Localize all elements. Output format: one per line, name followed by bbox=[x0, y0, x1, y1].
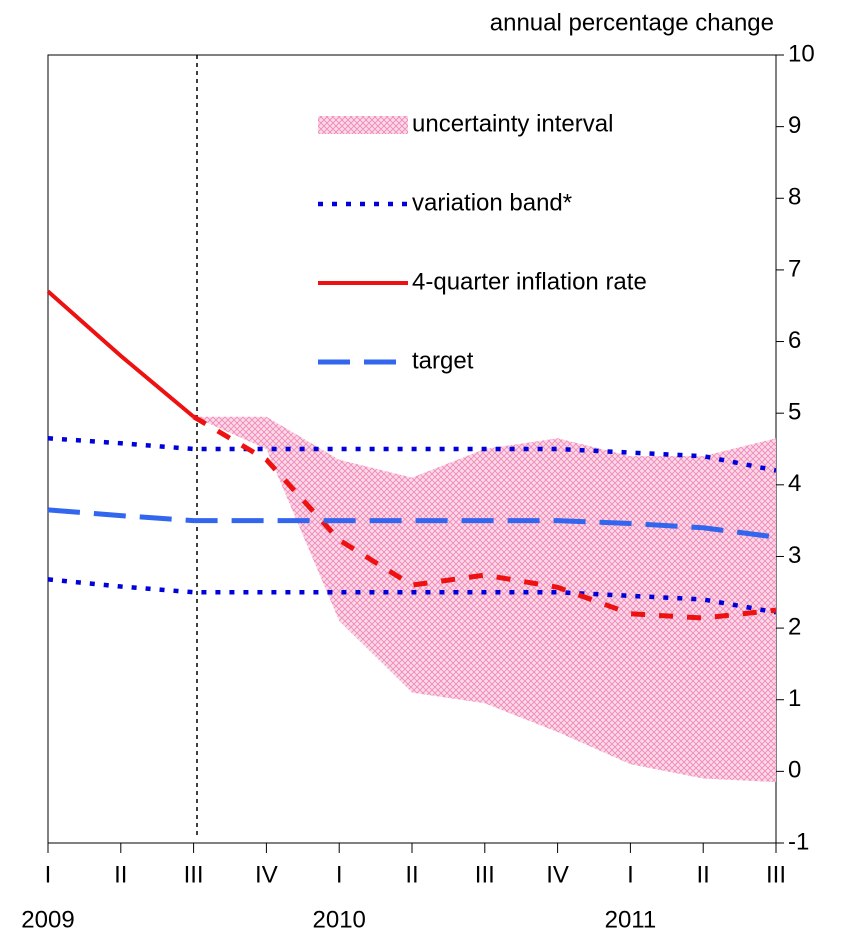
legend-label: variation band* bbox=[412, 189, 572, 216]
y-tick-label: 2 bbox=[788, 613, 801, 640]
y-tick-label: 3 bbox=[788, 542, 801, 569]
axis-label: annual percentage change bbox=[490, 9, 774, 36]
x-tick-label: II bbox=[405, 861, 418, 888]
y-tick-label: 9 bbox=[788, 112, 801, 139]
y-tick-label: 0 bbox=[788, 757, 801, 784]
y-tick-label: -1 bbox=[788, 828, 809, 855]
forecast-line bbox=[192, 414, 777, 621]
legend-label: uncertainty interval bbox=[412, 110, 613, 137]
x-tick-label: I bbox=[336, 861, 343, 888]
legend-label: 4-quarter inflation rate bbox=[412, 268, 647, 295]
y-tick-label: 8 bbox=[788, 184, 801, 211]
x-tick-label: III bbox=[766, 861, 786, 888]
band-line bbox=[47, 577, 777, 615]
x-tick-label: IV bbox=[255, 861, 278, 888]
y-tick-label: 5 bbox=[788, 399, 801, 426]
y-tick-label: 4 bbox=[788, 470, 801, 497]
x-tick-label: II bbox=[697, 861, 710, 888]
x-tick-label: I bbox=[45, 861, 52, 888]
legend-label: target bbox=[412, 347, 474, 374]
y-tick-label: 10 bbox=[788, 40, 815, 67]
x-tick-label: IV bbox=[546, 861, 569, 888]
legend-swatch bbox=[318, 116, 408, 134]
uncertainty-band bbox=[193, 416, 777, 783]
x-tick-label: III bbox=[475, 861, 495, 888]
year-label: 2009 bbox=[21, 906, 74, 933]
series-line bbox=[46, 289, 195, 419]
x-tick-label: III bbox=[184, 861, 204, 888]
year-label: 2010 bbox=[313, 906, 366, 933]
year-label: 2011 bbox=[605, 906, 657, 933]
y-tick-label: 7 bbox=[788, 255, 801, 282]
series-line bbox=[47, 507, 777, 540]
x-tick-label: II bbox=[114, 861, 127, 888]
band-line bbox=[47, 436, 777, 473]
y-tick-label: 6 bbox=[788, 327, 801, 354]
y-tick-label: 1 bbox=[788, 685, 801, 712]
x-tick-label: I bbox=[627, 861, 634, 888]
